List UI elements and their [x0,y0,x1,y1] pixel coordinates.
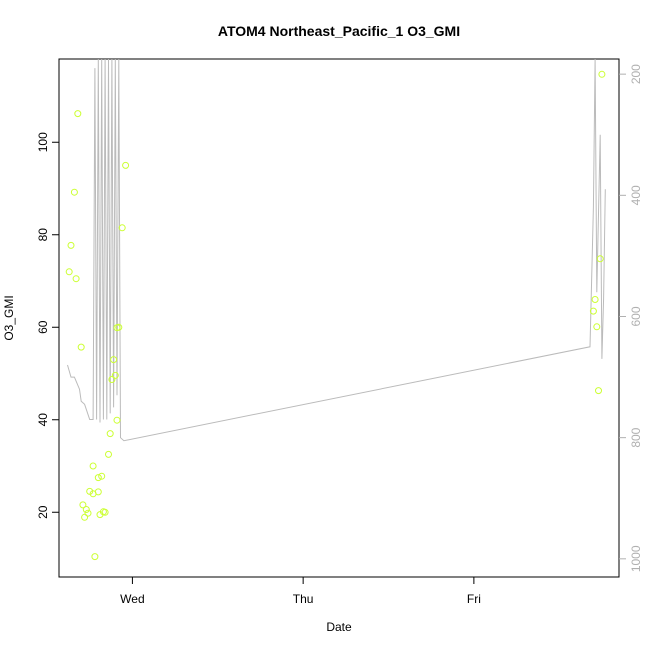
data-point [65,268,73,276]
y-axis-label: O3_GMI [2,295,16,340]
y2-tick-label: 600 [629,306,643,326]
data-point [89,462,97,470]
data-point [118,224,126,232]
y-tick-label: 100 [36,132,50,152]
x-tick-label: Thu [293,592,314,606]
data-point [591,296,599,303]
y-tick-label: 60 [36,320,50,334]
data-point [82,506,90,513]
data-point [67,241,75,249]
y-axis-left: 20 40 60 80 100 [36,132,59,519]
data-point [108,376,116,383]
y2-tick-label: 200 [629,64,643,84]
data-point [81,513,89,521]
series-line [67,59,606,442]
data-point [94,474,102,482]
data-point [595,387,602,395]
data-point [94,488,102,496]
y-tick-label: 20 [36,505,50,519]
x-axis: Wed Thu Fri [120,577,481,606]
y2-tick-label: 800 [629,427,643,447]
data-point [589,307,597,315]
data-point [98,472,106,480]
plot-frame [58,58,620,578]
data-point [91,553,99,561]
data-point [84,509,92,517]
y2-tick-label: 1000 [629,545,643,572]
y2-tick-label: 400 [629,185,643,205]
x-tick-label: Wed [120,592,144,606]
data-point [593,323,601,331]
data-point [79,501,87,509]
data-point [122,161,130,169]
x-tick-label: Fri [467,592,481,606]
y-tick-label: 80 [36,228,50,242]
data-point [110,356,118,364]
data-point [77,343,85,351]
data-point [70,188,78,196]
line-series-layer [67,59,606,442]
data-point [111,371,119,379]
y-tick-label: 40 [36,413,50,427]
chart-title: ATOM4 Northeast_Pacific_1 O3_GMI [218,23,460,39]
data-point [598,70,606,78]
data-point [113,416,121,424]
data-point [101,508,109,516]
data-point [115,323,123,331]
data-point [596,255,604,263]
y-axis-right: 200 400 600 800 1000 [619,64,643,572]
data-point [74,110,82,118]
x-axis-label: Date [326,620,352,634]
data-point [106,430,114,438]
data-point [72,275,80,283]
points-series-layer [65,70,606,561]
data-point [105,450,112,458]
